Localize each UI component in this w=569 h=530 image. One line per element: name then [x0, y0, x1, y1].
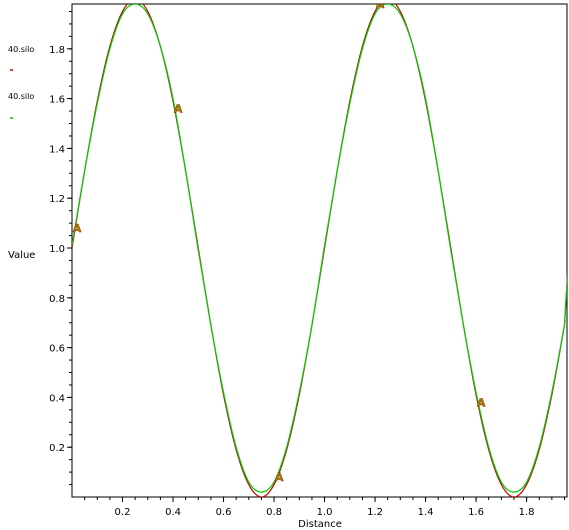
x-tick-label: 1.2 — [367, 507, 383, 518]
x-tick-label: 0.6 — [216, 507, 232, 518]
y-tick-label: 1.8 — [49, 45, 65, 56]
point-marker-5: A — [477, 396, 486, 409]
y-axis: 0.2 0.4 0.6 0.8 1.0 1.2 1.4 1.6 1.8 — [49, 10, 72, 486]
x-axis-title: Distance — [298, 519, 342, 530]
point-marker-2: A — [174, 103, 183, 116]
y-tick-label: 1.0 — [49, 244, 65, 255]
y-axis-title: Value — [8, 250, 35, 261]
y-tick-label: 0.8 — [49, 294, 65, 305]
x-tick-label: 1.6 — [468, 507, 484, 518]
x-tick-label: 1.8 — [519, 507, 535, 518]
y-tick-label: 1.4 — [49, 144, 65, 155]
y-tick-label: 1.6 — [49, 95, 65, 106]
legend-label-series-2: 40.silo — [8, 92, 34, 101]
x-tick-label: 0.8 — [266, 507, 282, 518]
point-marker-3: A — [275, 471, 284, 484]
series-line-2 — [72, 4, 567, 493]
point-marker-4: A — [376, 0, 385, 11]
y-tick-label: 0.6 — [49, 344, 65, 355]
y-tick-label: 0.4 — [49, 393, 65, 404]
x-tick-label: 0.4 — [165, 507, 181, 518]
point-marker-1: A — [73, 222, 82, 235]
plot-frame — [71, 3, 568, 498]
x-axis: 0.2 0.4 0.6 0.8 1.0 1.2 1.4 1.6 1.8 — [84, 497, 565, 518]
x-tick-label: 1.0 — [317, 507, 333, 518]
y-tick-label: 1.2 — [49, 194, 65, 205]
legend-label-series-1: 40.silo — [8, 45, 34, 54]
series-line-1 — [72, 4, 567, 497]
y-tick-label: 0.2 — [49, 443, 65, 454]
x-tick-label: 1.4 — [418, 507, 434, 518]
legend: 40.silo 40.silo — [8, 45, 34, 119]
x-tick-label: 0.2 — [115, 507, 131, 518]
